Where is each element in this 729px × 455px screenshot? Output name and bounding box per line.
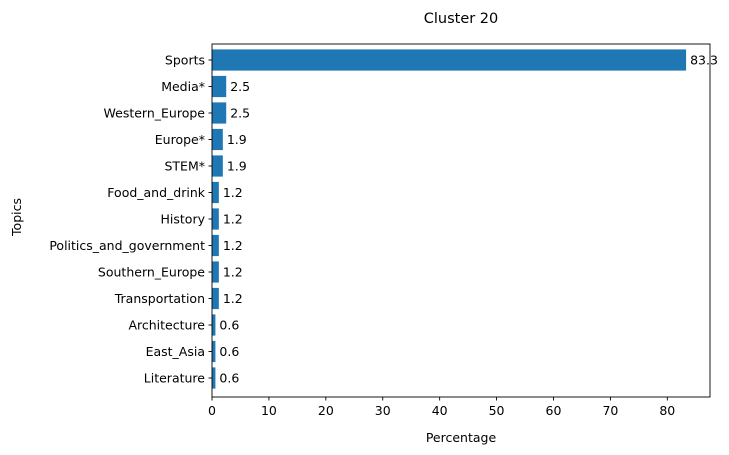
x-axis-label: Percentage [426, 430, 497, 445]
plot-frame [211, 43, 711, 398]
data-label: 1.2 [223, 291, 243, 306]
data-labels-group: 83.3 2.5 2.5 1.9 1.9 1.2 1.2 1.2 1.2 1.2 0.6 0.6 0.6 [219, 53, 718, 386]
data-label: 1.9 [227, 159, 247, 174]
bar-politics-and-government [212, 234, 219, 257]
data-label: 1.2 [223, 212, 243, 227]
y-axis-label: Topics [9, 198, 24, 237]
data-label: 1.2 [223, 265, 243, 280]
data-label: 1.2 [223, 185, 243, 200]
y-tick-label: Transportation [114, 291, 205, 306]
y-tick-label: Politics_and_government [49, 238, 205, 253]
x-tick-label: 30 [375, 403, 391, 418]
data-label: 83.3 [690, 53, 718, 68]
y-tick-label: Southern_Europe [98, 265, 205, 280]
data-label: 1.9 [227, 132, 247, 147]
x-tick-label: 70 [602, 403, 618, 418]
x-tick-label: 60 [546, 403, 562, 418]
bars-group [212, 49, 687, 389]
x-tick-label: 0 [208, 403, 216, 418]
y-tick-label: Literature [144, 371, 206, 386]
x-tick-label: 10 [261, 403, 277, 418]
data-label: 2.5 [230, 79, 250, 94]
data-label: 0.6 [219, 344, 239, 359]
data-label: 0.6 [219, 371, 239, 386]
x-tick-label: 80 [659, 403, 675, 418]
y-tick-label: Food_and_drink [107, 185, 205, 200]
bar-sports [212, 49, 687, 71]
bar-europe- [212, 128, 223, 151]
y-tick-label: Architecture [128, 318, 205, 333]
data-label: 1.2 [223, 238, 243, 253]
data-label: 0.6 [219, 318, 239, 333]
x-tick-label: 40 [432, 403, 448, 418]
bar-media- [212, 75, 227, 98]
y-tick-label: STEM* [164, 159, 205, 174]
bar-east-asia [212, 340, 216, 363]
bar-western-europe [212, 102, 227, 124]
bar-history [212, 208, 219, 230]
y-axis-ticks: Sports Media* Western_Europe Europe* STEM* Fo… [49, 53, 212, 386]
bar-literature [212, 367, 216, 389]
y-tick-label: Sports [165, 53, 205, 68]
y-tick-label: East_Asia [146, 344, 205, 359]
bar-stem- [212, 155, 223, 177]
bar-southern-europe [212, 261, 219, 283]
y-tick-label: Western_Europe [104, 106, 206, 121]
x-axis-ticks: 0 10 20 30 40 50 60 70 80 [208, 397, 675, 418]
bar-food-and-drink [212, 181, 219, 204]
y-tick-label: History [161, 212, 206, 227]
x-tick-label: 20 [318, 403, 334, 418]
data-label: 2.5 [230, 106, 250, 121]
y-tick-label: Europe* [155, 132, 205, 147]
chart-title: Cluster 20 [424, 11, 499, 27]
bar-architecture [212, 314, 216, 336]
y-tick-label: Media* [161, 79, 205, 94]
x-tick-label: 50 [489, 403, 505, 418]
bar-transportation [212, 287, 219, 310]
